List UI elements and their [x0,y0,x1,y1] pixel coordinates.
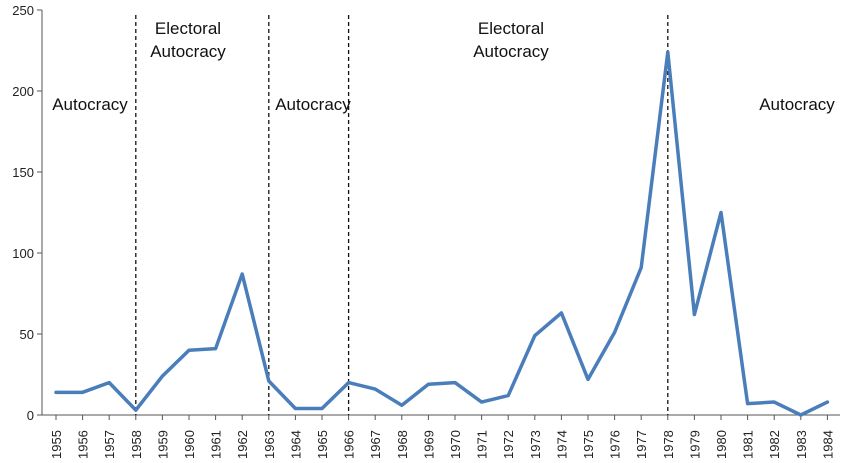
x-tick-label: 1955 [49,430,64,459]
data-point [799,413,803,417]
data-point [480,400,484,404]
y-tick-label: 0 [27,408,34,423]
y-tick-label: 50 [20,327,34,342]
x-tick-label: 1983 [794,430,809,459]
data-point [107,381,111,385]
data-point [240,272,244,276]
x-tick-label: 1984 [820,430,835,459]
period-dividers [135,15,669,415]
x-tick-label: 1968 [395,430,410,459]
x-tick-label: 1958 [129,430,144,459]
x-tick-label: 1964 [288,430,303,459]
data-point [134,408,138,412]
x-tick-label: 1969 [421,430,436,459]
x-tick-label: 1962 [235,430,250,459]
y-tick-label: 150 [12,165,34,180]
data-point [81,390,85,394]
series-group [54,50,830,417]
x-tick-label: 1966 [342,430,357,459]
x-tick-label: 1959 [155,430,170,459]
data-point [320,407,324,411]
x-tick-label: 1978 [661,430,676,459]
data-point [373,387,377,391]
x-tick-label: 1967 [368,430,383,459]
y-tick-label: 200 [12,84,34,99]
x-tick-label: 1972 [501,430,516,459]
x-tick-label: 1971 [475,430,490,459]
data-point [453,381,457,385]
data-point [613,330,617,334]
x-tick-label: 1982 [767,430,782,459]
x-tick-label: 1970 [448,430,463,459]
period-label: Electoral [478,19,544,38]
data-point [293,407,297,411]
period-label: Autocracy [150,42,226,61]
x-tick-label: 1965 [315,430,330,459]
data-point [347,381,351,385]
period-label: Autocracy [52,95,128,114]
y-axis: 0 50 100 150 200 250 [12,3,43,423]
data-point [54,390,58,394]
period-labels: Autocracy Electoral Autocracy Autocracy Elec… [52,19,835,114]
x-tick-label: 1975 [581,430,596,459]
x-tick-label: 1977 [634,430,649,459]
x-tick-label: 1956 [76,430,91,459]
data-point [400,403,404,407]
y-tick-label: 250 [12,3,34,18]
data-point [214,347,218,351]
x-tick-label: 1976 [608,430,623,459]
data-point [825,400,829,404]
data-point [426,382,430,386]
x-tick-label: 1961 [209,430,224,459]
period-label: Autocracy [473,42,549,61]
x-tick-label: 1963 [262,430,277,459]
data-point [533,334,537,338]
data-point [746,402,750,406]
data-point [160,374,164,378]
x-tick-label: 1973 [528,430,543,459]
data-point [586,377,590,381]
series-line [54,50,830,417]
x-axis: 1955 1956 1957 1958 1959 1960 1961 1962 1963 1964… [42,414,840,459]
y-tick-label: 100 [12,246,34,261]
data-point [719,211,723,214]
data-point [559,311,563,315]
data-point [506,394,510,398]
data-point [666,50,670,54]
x-tick-label: 1974 [554,430,569,459]
x-tick-label: 1980 [714,430,729,459]
period-label: Electoral [155,19,221,38]
period-label: Autocracy [275,95,351,114]
data-point [187,348,191,352]
period-label: Autocracy [759,95,835,114]
data-point [692,313,696,317]
x-tick-label: 1957 [102,430,117,459]
x-tick-label: 1960 [182,430,197,459]
data-point [639,266,643,270]
x-tick-label: 1981 [741,430,756,459]
x-tick-label: 1979 [687,430,702,459]
data-point [772,400,776,404]
data-point [267,379,271,383]
